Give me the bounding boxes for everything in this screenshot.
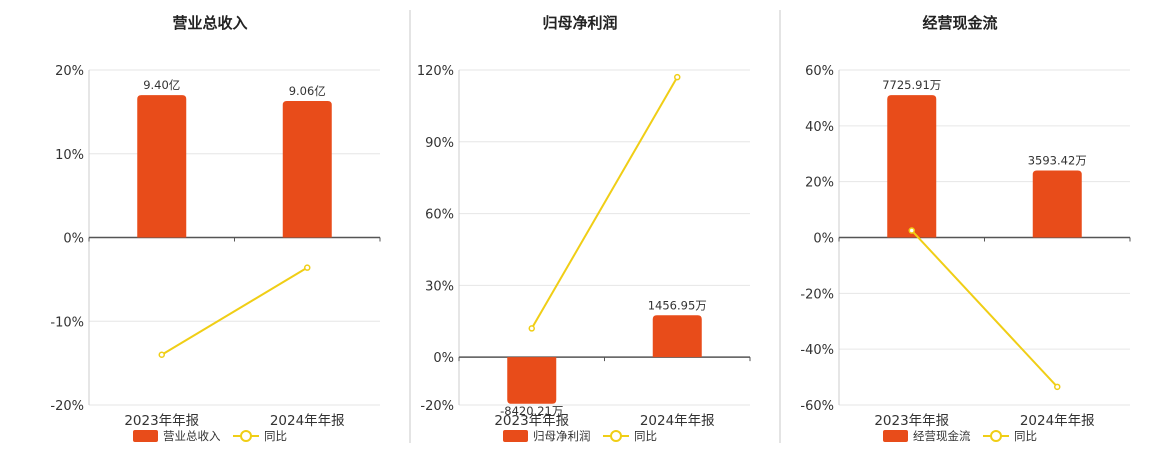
y-tick-label: -40% xyxy=(800,343,834,358)
y-tick-label: 10% xyxy=(55,148,84,163)
y-tick-label: 60% xyxy=(425,208,454,223)
line-layer xyxy=(908,227,1061,391)
yoy-line xyxy=(911,229,1058,388)
yoy-point xyxy=(304,264,311,271)
y-tick-label: -20% xyxy=(420,399,454,414)
category-label: 2023年年报 xyxy=(124,413,199,429)
bar xyxy=(137,95,187,238)
grid-layer: 120% 90% 60% 30% 0% -20% xyxy=(417,64,751,414)
bar-value-label: 3593.42万 xyxy=(1028,154,1087,168)
bar xyxy=(282,100,332,238)
y-tick-label: -60% xyxy=(800,399,834,414)
labels-layer: 2023年年报 2024年年报 7725.91万 3593.42万 xyxy=(874,78,1094,429)
grid-layer: 60% 40% 20% 0% -20% -40% -60% xyxy=(800,64,1131,414)
y-tick-label: 40% xyxy=(805,120,834,135)
category-label: 2023年年报 xyxy=(494,413,569,429)
chart-title: 归母净利润 xyxy=(542,14,617,32)
y-tick-label: 60% xyxy=(805,64,834,79)
bar xyxy=(652,315,702,358)
y-tick-label: 0% xyxy=(63,232,84,247)
chart-title: 营业总收入 xyxy=(172,14,247,32)
y-tick-label: 120% xyxy=(417,64,454,79)
category-label: 2023年年报 xyxy=(874,413,949,429)
bar-value-label: 1456.95万 xyxy=(648,298,707,312)
bar-value-label: 9.40亿 xyxy=(143,78,180,92)
y-tick-label: 0% xyxy=(813,232,834,247)
bar xyxy=(507,357,557,404)
legend-bar-label: 归母净利润 xyxy=(533,429,591,443)
legend-bar-label: 营业总收入 xyxy=(163,429,221,443)
y-tick-label: 30% xyxy=(425,279,454,294)
bar-value-label: -8420.21万 xyxy=(500,404,563,418)
yoy-line xyxy=(161,266,308,356)
legend-line-label: 同比 xyxy=(264,429,287,443)
chart-net-profit: 归母净利润 120% 90% 60% 30% 0% -20% 2023年年报 2024年年报… xyxy=(417,14,751,443)
y-tick-label: 90% xyxy=(425,136,454,151)
bars-layer xyxy=(887,95,1082,238)
chart-operating-cash-flow: 经营现金流 60%40%20%0%-20%-40%-60% 2023年年报 202… xyxy=(800,14,1131,443)
bar-value-label: 7725.91万 xyxy=(882,78,941,92)
legend-line-label: 同比 xyxy=(1014,429,1037,443)
chart-revenue: 营业总收入 20% 10% 0% -10% -20% 2023年年报 2024年年报 9.4… xyxy=(50,14,381,443)
legend-line-marker xyxy=(990,430,1002,442)
bars-layer xyxy=(137,95,332,238)
category-label: 2024年年报 xyxy=(1020,413,1095,429)
legend-bar-swatch xyxy=(883,430,908,442)
chart-title: 经营现金流 xyxy=(922,14,997,32)
legend-bar-swatch xyxy=(503,430,528,442)
y-tick-label: -20% xyxy=(800,287,834,302)
yoy-point xyxy=(908,227,915,234)
yoy-point xyxy=(674,73,681,81)
legend-bar-label: 经营现金流 xyxy=(913,429,971,443)
yoy-point xyxy=(528,325,535,332)
bar-value-label: 9.06亿 xyxy=(289,84,326,98)
line-layer xyxy=(158,264,311,358)
y-tick-label: -10% xyxy=(50,315,84,330)
bar xyxy=(1032,170,1082,238)
legend: 归母净利润 同比 xyxy=(503,429,657,443)
legend: 营业总收入 同比 xyxy=(133,429,287,443)
legend: 经营现金流 同比 xyxy=(883,429,1037,443)
legend-line-label: 同比 xyxy=(634,429,657,443)
labels-layer: 2023年年报 2024年年报 9.40亿 9.06亿 xyxy=(124,78,344,429)
bar xyxy=(887,95,937,238)
category-label: 2024年年报 xyxy=(270,413,345,429)
yoy-point xyxy=(1054,383,1061,391)
legend-bar-swatch xyxy=(133,430,158,442)
y-tick-label: 0% xyxy=(433,351,454,366)
bars-layer xyxy=(507,315,702,404)
legend-line-marker xyxy=(240,430,252,442)
yoy-line xyxy=(530,76,679,329)
labels-layer: 2023年年报 2024年年报 -8420.21万 1456.95万 xyxy=(494,298,714,429)
y-tick-label: 20% xyxy=(805,176,834,191)
line-layer xyxy=(528,73,681,332)
y-tick-label: -20% xyxy=(50,399,84,414)
y-tick-label: 20% xyxy=(55,64,84,79)
legend-line-marker xyxy=(610,430,622,442)
yoy-point xyxy=(158,351,165,358)
category-label: 2024年年报 xyxy=(640,413,715,429)
